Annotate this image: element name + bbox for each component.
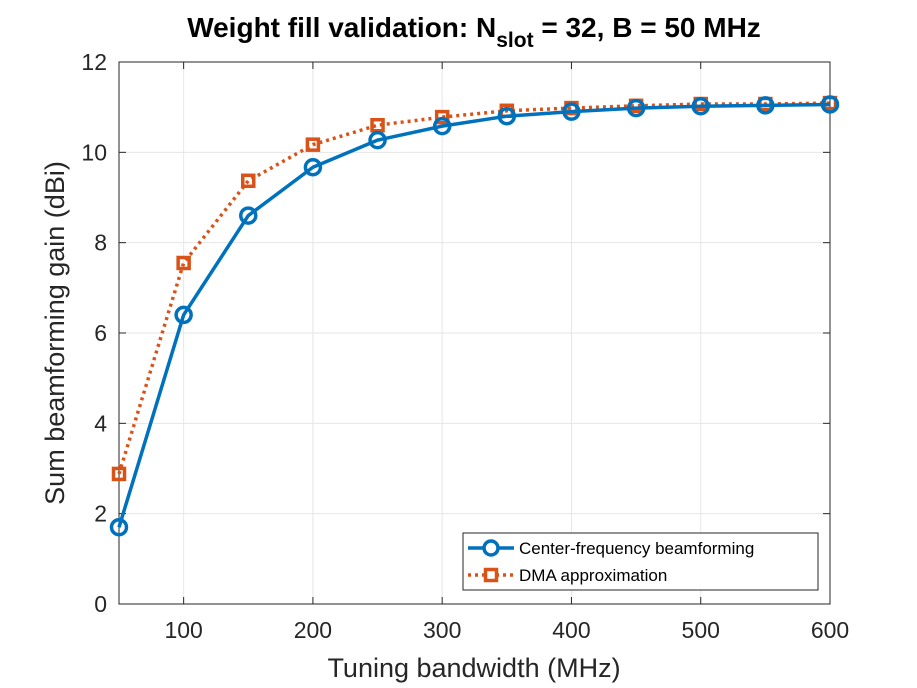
legend-label-center-frequency: Center-frequency beamforming bbox=[519, 539, 754, 558]
data-point-center-frequency bbox=[626, 98, 646, 118]
data-point-center-frequency bbox=[109, 517, 129, 537]
y-tick-label: 4 bbox=[94, 410, 107, 436]
legend-marker-dma bbox=[483, 567, 499, 583]
y-tick-label: 0 bbox=[94, 591, 107, 617]
data-point-center-frequency bbox=[174, 305, 193, 325]
y-tick-label: 8 bbox=[94, 230, 107, 256]
x-tick-label: 600 bbox=[811, 617, 849, 643]
x-tick-label: 400 bbox=[552, 617, 590, 643]
data-point-center-frequency bbox=[691, 97, 710, 116]
x-tick-label: 100 bbox=[164, 617, 202, 643]
chart-title: Weight fill validation: Nslot = 32, B = … bbox=[187, 12, 761, 52]
axis-ticks: 100 200 300 400 500 600 0 2 4 6 8 10 12 bbox=[81, 49, 849, 643]
data-point-center-frequency bbox=[239, 206, 258, 225]
x-tick-label: 300 bbox=[423, 617, 461, 643]
x-axis-label: Tuning bandwidth (MHz) bbox=[327, 653, 620, 683]
data-point-dma bbox=[370, 117, 385, 133]
data-point-center-frequency bbox=[368, 130, 387, 150]
legend-label-dma: DMA approximation bbox=[519, 566, 667, 585]
data-point-dma bbox=[111, 466, 127, 482]
series-line-center-frequency bbox=[117, 102, 831, 528]
y-tick-label: 12 bbox=[81, 49, 107, 75]
data-point-center-frequency bbox=[303, 157, 323, 177]
data-point-center-frequency bbox=[756, 96, 775, 115]
data-point-dma bbox=[434, 109, 450, 125]
legend: Center-frequency beamforming DMA approxi… bbox=[462, 532, 819, 591]
data-point-dma bbox=[241, 173, 256, 189]
y-tick-label: 10 bbox=[81, 139, 107, 165]
series-layer bbox=[109, 95, 840, 537]
data-point-center-frequency bbox=[432, 116, 452, 136]
y-tick-label: 2 bbox=[94, 501, 107, 527]
legend-box bbox=[462, 532, 819, 591]
y-tick-label: 6 bbox=[94, 320, 107, 346]
data-point-dma bbox=[176, 255, 191, 271]
legend-marker-center-frequency bbox=[482, 539, 500, 557]
y-axis-label: Sum beamforming gain (dBi) bbox=[40, 161, 70, 505]
data-point-center-frequency bbox=[497, 106, 517, 126]
data-point-dma bbox=[305, 137, 321, 152]
x-tick-label: 500 bbox=[682, 617, 720, 643]
data-point-center-frequency bbox=[820, 95, 840, 114]
x-tick-label: 200 bbox=[294, 617, 332, 643]
data-point-center-frequency bbox=[562, 102, 581, 121]
